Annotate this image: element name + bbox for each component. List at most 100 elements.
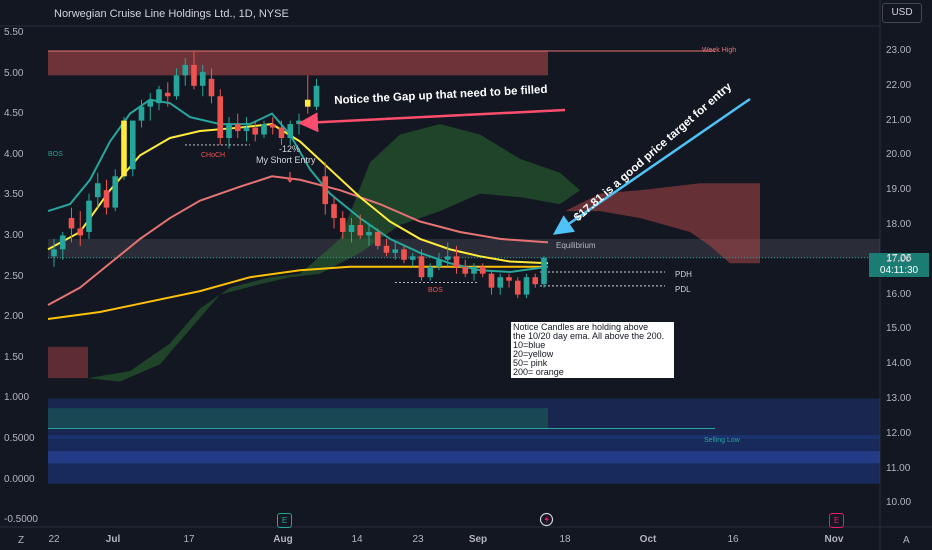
candle-body	[374, 231, 381, 246]
left-axis-tick: 3.00	[4, 230, 24, 241]
trade-pct-label: -12%	[279, 144, 301, 154]
left-axis-tick: 5.50	[4, 27, 24, 38]
currency-button[interactable]: USD	[882, 3, 922, 23]
candle	[497, 273, 504, 295]
candle-body	[322, 176, 329, 205]
candle-body	[304, 99, 311, 107]
candle-body	[121, 120, 127, 177]
candle-body	[94, 183, 101, 198]
equilibrium-zone	[48, 238, 880, 259]
split-event-icon[interactable]	[539, 512, 554, 527]
candle	[226, 117, 232, 149]
candle-body	[191, 64, 197, 86]
candle	[243, 117, 250, 142]
candle	[278, 120, 285, 145]
trade-entry-label: My Short Entry	[256, 155, 316, 165]
candle	[121, 117, 127, 180]
candle	[208, 68, 215, 104]
candle	[59, 231, 66, 260]
candle	[313, 78, 320, 111]
candle-body	[506, 277, 512, 281]
candle-body	[261, 124, 267, 135]
chart-title: Norwegian Cruise Line Holdings Ltd., 1D,…	[54, 8, 289, 20]
candle-body	[86, 200, 92, 232]
ichimoku-cloud-green	[88, 124, 580, 382]
candle-body	[138, 106, 145, 121]
candle	[488, 270, 495, 295]
candle	[383, 238, 390, 257]
indicator-band-lower	[48, 434, 880, 484]
candle	[401, 245, 407, 264]
candle-body	[418, 256, 425, 278]
candle-body	[348, 225, 355, 232]
right-axis-tick: 22.00	[886, 79, 912, 91]
candle-body	[339, 218, 346, 232]
left-axis-tick: 1.000	[4, 392, 30, 404]
notes-box: Notice Candles are holding above the 10/…	[511, 322, 674, 378]
candle-body	[514, 280, 521, 295]
marker-bos-1: BOS	[48, 151, 63, 158]
candle-body	[427, 266, 434, 278]
candle-body	[208, 78, 215, 97]
indicator-band-teal	[48, 408, 548, 429]
timezone-button[interactable]: Z	[18, 535, 25, 546]
right-axis-tick: 14.00	[886, 358, 912, 370]
candle-body	[479, 266, 486, 274]
candle	[532, 273, 539, 288]
gap-arrow	[298, 108, 566, 133]
earnings-event-icon[interactable]: E	[277, 513, 292, 528]
candle	[191, 51, 197, 90]
right-axis-tick: 21.00	[886, 114, 912, 126]
right-axis-tick: 19.00	[886, 184, 912, 196]
time-axis-tick: 22	[48, 534, 60, 545]
candle	[199, 64, 206, 97]
candle	[112, 169, 119, 212]
candle	[304, 75, 311, 114]
candle-body	[243, 127, 250, 132]
ema-50-line	[47, 175, 549, 306]
candle	[409, 252, 416, 267]
target-arrow	[552, 97, 751, 235]
level-pdl-label: PDL	[675, 285, 691, 294]
level-week-high-label: Week High	[702, 47, 737, 54]
candle-body	[357, 225, 364, 236]
candle-body	[436, 259, 442, 267]
note-line: 200= orange	[513, 367, 564, 377]
candle	[523, 273, 530, 299]
candle	[331, 197, 337, 229]
left-axis-tick: 4.50	[4, 108, 24, 120]
right-axis-tick: 15.00	[886, 323, 912, 335]
right-axis-tick: 18.00	[886, 219, 912, 230]
auto-scale-button[interactable]: A	[903, 535, 910, 546]
candle	[374, 228, 381, 250]
last-price: 17.06	[886, 253, 912, 264]
marker-bos-2: BOS	[428, 287, 443, 294]
note-line: 20=yellow	[513, 349, 554, 359]
left-axis-tick: 0.0000	[4, 473, 35, 485]
right-axis-tick: 16.00	[886, 288, 912, 300]
level-selling-low-label: Selling Low	[704, 437, 740, 444]
dividend-event-icon[interactable]: E	[829, 513, 844, 528]
candle-body	[182, 64, 189, 76]
candle-body	[269, 124, 276, 128]
candle	[418, 249, 425, 281]
time-axis-tick: 14	[351, 534, 363, 545]
candle	[541, 256, 547, 288]
candle-body	[147, 99, 154, 107]
candle	[77, 211, 84, 246]
candle-body	[234, 124, 241, 132]
candle-body	[59, 235, 66, 250]
time-axis-tick: Nov	[824, 534, 844, 545]
candle	[427, 263, 434, 281]
right-axis-tick: 20.00	[886, 149, 912, 161]
candle-body	[331, 204, 337, 219]
candle-body	[401, 249, 407, 260]
candle	[261, 120, 267, 138]
candle-body	[51, 249, 57, 257]
candle	[234, 113, 241, 138]
time-axis-tick: 17	[183, 534, 195, 545]
indicator-band-mid	[48, 451, 880, 464]
time-axis-tick: Oct	[639, 534, 657, 545]
candle	[173, 68, 180, 100]
